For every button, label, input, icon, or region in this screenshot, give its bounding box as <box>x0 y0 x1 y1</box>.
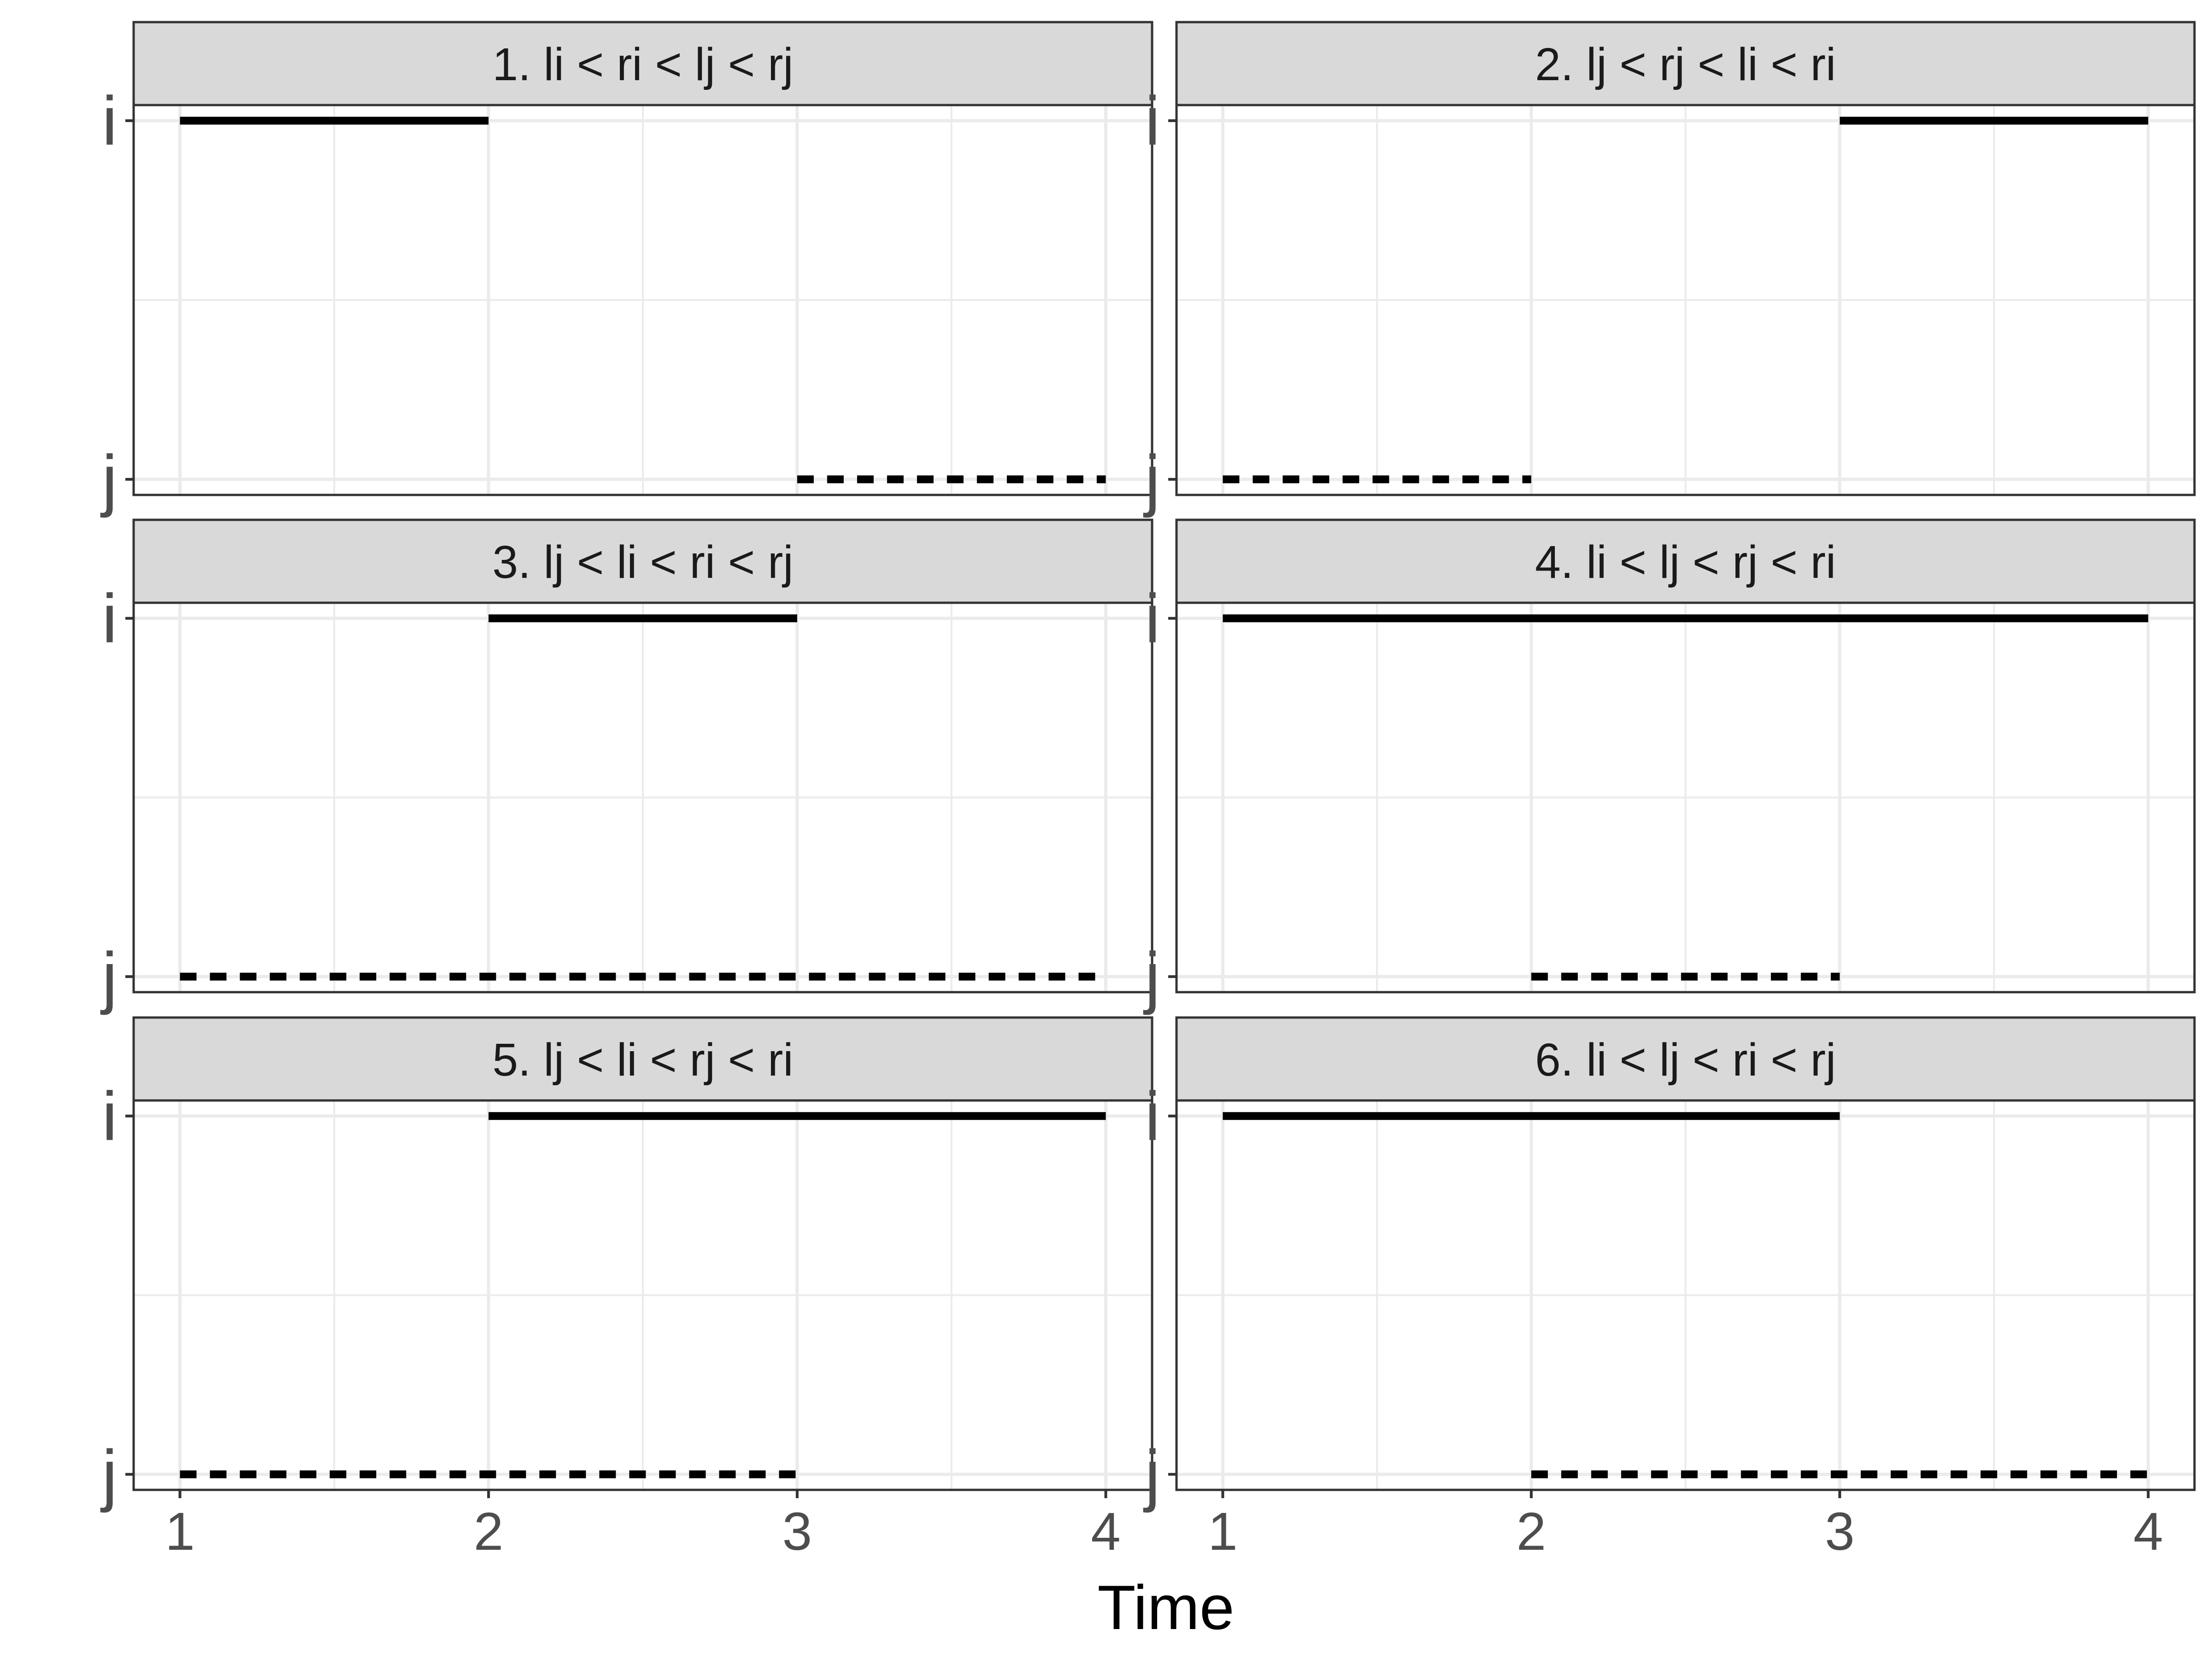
x-tick-label: 1 <box>165 1501 195 1561</box>
y-tick-label: i <box>102 82 117 159</box>
facet-strip-label: 3. lj < li < ri < rj <box>493 536 794 588</box>
facet-panel: 5. lj < li < rj < ri i j1 2 3 4 <box>100 1016 1153 1561</box>
x-tick-label: 2 <box>1517 1501 1547 1561</box>
facet-panel: 1. li < ri < lj < rj i j <box>100 21 1153 518</box>
y-tick-label: j <box>1143 1435 1160 1513</box>
facet-panel: 3. lj < li < ri < rj i j <box>100 518 1153 1015</box>
x-tick-label: 1 <box>1208 1501 1238 1561</box>
y-tick-label: i <box>1145 82 1160 159</box>
facet-strip-label: 6. li < lj < ri < rj <box>1535 1034 1836 1086</box>
facet-panel: 2. lj < rj < li < ri i j <box>1143 21 2196 518</box>
y-tick-label: j <box>100 441 117 518</box>
y-tick-label: j <box>1143 938 1160 1015</box>
y-tick-label: j <box>100 938 117 1015</box>
y-tick-label: j <box>1143 441 1160 518</box>
facet-strip-label: 2. lj < rj < li < ri <box>1535 39 1836 90</box>
y-tick-label: i <box>102 1077 117 1155</box>
x-tick-label: 4 <box>2133 1501 2163 1561</box>
facet-strip-label: 4. li < lj < rj < ri <box>1535 536 1836 588</box>
facet-strip <box>1175 21 2196 106</box>
y-tick-label: i <box>1145 1077 1160 1155</box>
y-tick-label: i <box>1145 580 1160 657</box>
facet-panel: 4. li < lj < rj < ri i j <box>1143 518 2196 1015</box>
facet-strip <box>132 1016 1153 1102</box>
facet-strip-label: 1. li < ri < lj < rj <box>493 39 794 90</box>
facet-strip <box>1175 1016 2196 1102</box>
x-tick-label: 3 <box>1825 1501 1855 1561</box>
x-tick-label: 4 <box>1091 1501 1121 1561</box>
y-tick-label: i <box>102 580 117 657</box>
facet-strip <box>132 518 1153 604</box>
facet-strip-label: 5. lj < li < rj < ri <box>493 1034 794 1086</box>
x-axis-title: Time <box>1097 1572 1234 1642</box>
facet-panel: 6. li < lj < ri < rj i j1 2 3 4 <box>1143 1016 2196 1561</box>
facet-strip <box>1175 518 2196 604</box>
facet-strip <box>132 21 1153 106</box>
y-tick-label: j <box>100 1435 117 1513</box>
x-tick-label: 3 <box>782 1501 812 1561</box>
x-tick-label: 2 <box>474 1501 504 1561</box>
